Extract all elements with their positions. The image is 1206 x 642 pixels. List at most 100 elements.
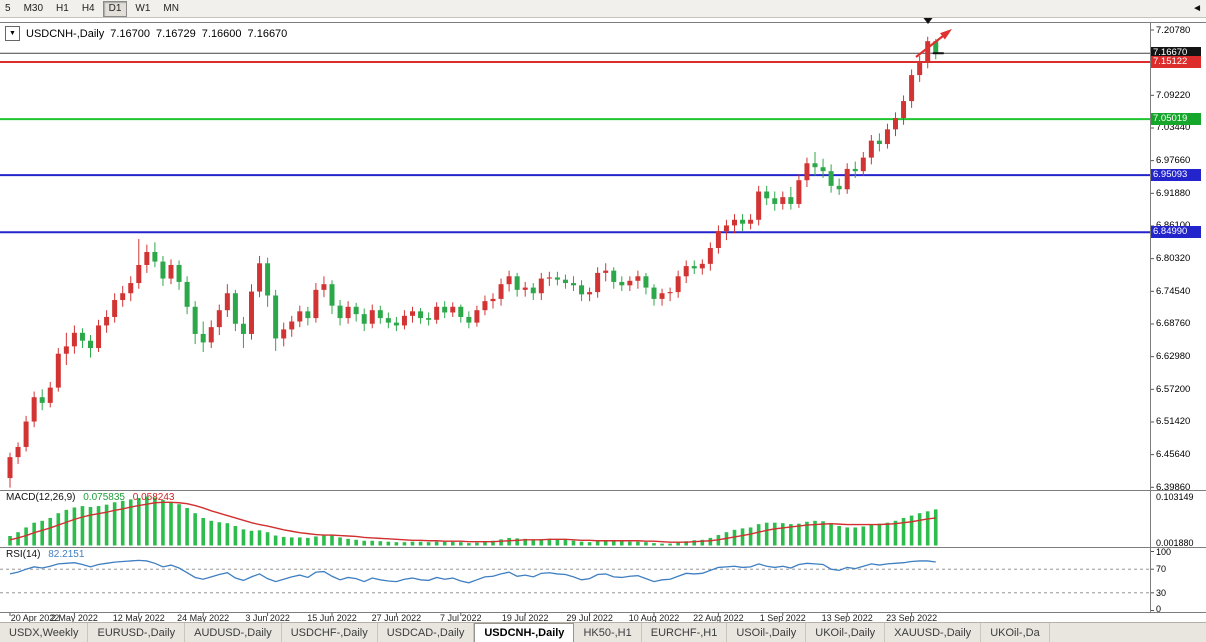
macd-histogram-bar [595,541,600,546]
macd-histogram-bar [434,541,439,546]
tab-eurusd-daily[interactable]: EURUSD-,Daily [88,623,186,642]
macd-histogram-bar [499,539,503,546]
macd-histogram-bar [579,541,584,546]
tab-scroll-left-icon[interactable]: ◄ [1192,3,1202,14]
tab-usdcad-daily[interactable]: USDCAD-,Daily [378,623,475,642]
macd-histogram-bar [789,524,793,546]
tab-audusd-daily[interactable]: AUDUSD-,Daily [185,623,282,642]
timeframe-button-d1[interactable]: D1 [102,0,128,17]
macd-pane-series [8,496,938,546]
candle-body [353,306,359,315]
macd-histogram-bar [96,506,101,546]
rsi-indicator-label: RSI(14) 82.2151 [6,549,89,560]
macd-histogram-bar [668,543,672,546]
candle-body [579,285,585,295]
macd-histogram-bar [104,504,109,546]
candle-body [820,167,826,172]
macd-histogram-bar [805,521,809,546]
candle-body [740,219,746,224]
candle-body [31,397,37,422]
macd-histogram-bar [620,541,624,546]
macd-histogram-bar [837,526,841,546]
candle-body [876,140,882,145]
macd-signal-value: 0.058243 [132,492,175,503]
macd-histogram-bar [700,539,705,546]
timeframe-button-m30[interactable]: M30 [23,2,44,14]
candle-body [273,295,279,339]
tab-hk50-h1[interactable]: HK50-,H1 [574,623,642,642]
candle-body [893,118,898,130]
candle-body [39,397,45,403]
candle-body [699,263,705,269]
candle-body [15,446,21,458]
timeframe-button-5[interactable]: 5 [5,2,11,14]
candle-body [55,353,61,388]
macd-histogram-bar [249,530,254,546]
tab-usdx-weekly[interactable]: USDX,Weekly [0,623,89,642]
tab-ukoil-daily[interactable]: UKOil-,Daily [806,623,886,642]
candle-body [385,318,391,323]
macd-histogram-bar [676,542,680,546]
candle-body [933,41,939,54]
horizontal-lines-layer[interactable] [0,52,1150,234]
candle-body [562,279,568,284]
macd-histogram-bar [692,540,697,546]
trend-arrow-object[interactable] [915,35,944,58]
macd-histogram-bar [281,536,286,546]
tab-eurchf-h1[interactable]: EURCHF-,H1 [642,623,728,642]
timeframe-button-h4[interactable]: H4 [81,2,95,14]
candle-body [490,298,496,302]
candle-body [240,323,246,334]
macd-histogram-bar [394,542,399,546]
macd-histogram-bar [145,496,149,546]
candle-body [216,310,222,328]
macd-histogram-bar [56,513,61,546]
macd-histogram-bar [354,539,358,546]
candle-body [603,270,609,273]
tab-ukoil-da[interactable]: UKOil-,Da [981,623,1050,642]
macd-histogram-bar [563,539,568,546]
macd-histogram-bar [756,524,761,546]
candle-body [329,284,335,306]
candle-body [788,197,794,204]
triangle-marker-object[interactable] [922,16,934,24]
candle-body [426,318,432,320]
tab-usdcnh-daily[interactable]: USDCNH-,Daily [474,623,575,642]
macd-histogram-bar [72,507,77,546]
macd-signal-line [9,501,936,543]
macd-histogram-bar [442,541,447,546]
ohlc-close: 7.16670 [247,27,288,40]
timeframe-button-mn[interactable]: MN [163,2,179,14]
macd-histogram-bar [426,542,431,546]
candle-body [442,306,448,313]
candle-body [756,191,762,220]
tab-usdchf-daily[interactable]: USDCHF-,Daily [282,623,378,642]
tab-xauusd-daily[interactable]: XAUUSD-,Daily [885,623,982,642]
macd-histogram-bar [829,523,833,546]
macd-histogram-bar [137,498,141,546]
macd-histogram-bar [193,513,197,546]
macd-histogram-bar [40,520,44,546]
tab-usoil-daily[interactable]: USOil-,Daily [727,623,807,642]
macd-histogram-bar [917,513,922,546]
trend-arrow-head[interactable] [940,29,952,40]
macd-histogram-bar [813,520,817,546]
candle-body [47,387,53,403]
candle-body [63,346,69,354]
timeframe-button-w1[interactable]: W1 [135,2,151,14]
candle-body [868,140,874,158]
macd-histogram-bar [257,530,262,546]
macd-histogram-bar [483,541,487,546]
macd-histogram-bar [603,540,608,546]
macd-histogram-bar [531,539,536,546]
drawn-objects[interactable] [915,16,952,58]
chart-dropdown-icon[interactable]: ▼ [5,26,20,41]
candle-body [112,300,118,317]
candle-body [337,305,343,319]
macd-histogram-bar [652,543,656,546]
candle-body [474,310,480,323]
macd-histogram-bar [330,535,334,546]
candle-body [393,322,399,326]
macd-histogram-bar [386,541,391,546]
timeframe-button-h1[interactable]: H1 [56,2,69,14]
